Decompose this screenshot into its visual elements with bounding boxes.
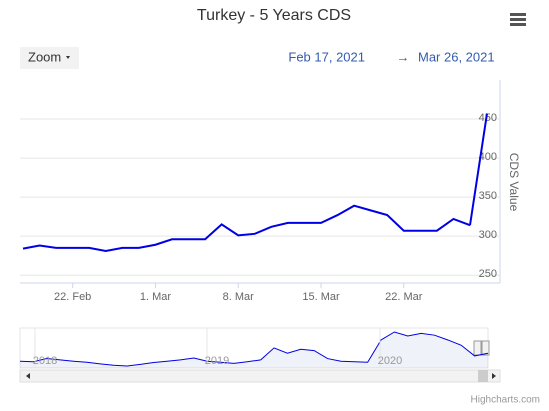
y-axis-title: CDS Value xyxy=(507,153,521,212)
scrollbar[interactable] xyxy=(19,369,501,383)
menu-bar xyxy=(510,18,526,21)
line-series xyxy=(22,204,471,253)
y-tick-label: 250 xyxy=(479,268,497,280)
navigator-line xyxy=(19,331,489,367)
navigator-label: 2018 xyxy=(33,355,57,367)
nav-handle[interactable] xyxy=(473,340,482,356)
menu-bar xyxy=(510,23,526,26)
navigator-label: 2020 xyxy=(378,355,402,367)
credits[interactable]: Highcharts.com xyxy=(471,395,540,406)
scrollbar-thumb[interactable] xyxy=(478,370,488,382)
x-tick-label: 22. Feb xyxy=(54,291,91,303)
range-from[interactable]: Feb 17, 2021 xyxy=(288,49,365,64)
x-tick-label: 8. Mar xyxy=(223,291,255,303)
scroll-right[interactable] xyxy=(492,373,496,379)
navigator-area xyxy=(20,332,488,368)
y-tick-label: 300 xyxy=(479,229,497,241)
range-to[interactable]: Mar 26, 2021 xyxy=(418,49,495,64)
range-arrow: → xyxy=(397,49,410,64)
nav-handle[interactable] xyxy=(481,340,490,356)
zoom-button[interactable] xyxy=(20,47,79,69)
y-tick-label: 350 xyxy=(479,190,497,202)
x-tick-label: 22. Mar xyxy=(385,291,423,303)
line-extension xyxy=(469,113,488,226)
menu-button[interactable] xyxy=(508,10,528,28)
y-tick-label: 450 xyxy=(479,112,497,124)
zoom-label: Zoom xyxy=(28,49,61,64)
y-tick-label: 400 xyxy=(479,151,497,163)
navigator-label: 2019 xyxy=(205,355,229,367)
chart-title: Turkey - 5 Years CDS xyxy=(197,7,351,24)
menu-bar xyxy=(510,13,526,16)
x-tick-label: 1. Mar xyxy=(140,291,172,303)
zoom-caret xyxy=(66,56,70,59)
x-tick-label: 15. Mar xyxy=(302,291,340,303)
scroll-left[interactable] xyxy=(26,373,30,379)
